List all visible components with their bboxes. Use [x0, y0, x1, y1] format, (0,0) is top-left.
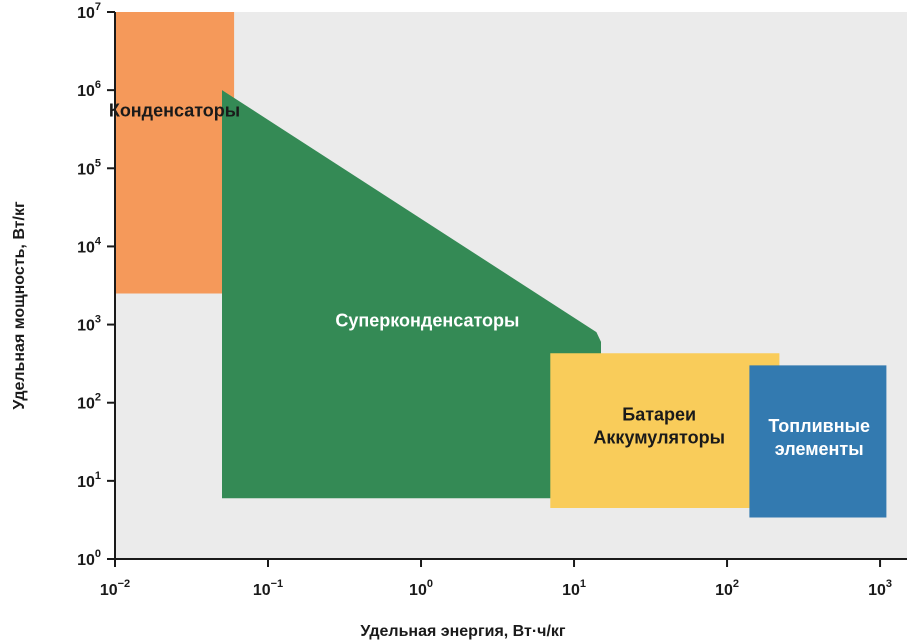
x-tick-label: 10−1: [253, 578, 283, 599]
x-tick-label: 101: [562, 578, 586, 599]
ticks-layer: 10−2 10−1 100 101 102 103 100 101 102 103 104 105 10…: [77, 1, 892, 599]
x-tick-label: 103: [868, 578, 892, 599]
region-supercapacitors: [222, 90, 601, 499]
y-tick-label: 100: [77, 548, 101, 569]
region-label-supercapacitors: Суперконденсаторы: [335, 311, 519, 331]
axes-layer: [114, 12, 907, 560]
y-tick-label: 105: [77, 157, 101, 178]
y-tick-label: 101: [77, 470, 101, 491]
region-labels-layer: Конденсаторы Суперконденсаторы Батареи Акку…: [109, 100, 870, 459]
region-label-batteries: Батареи: [622, 405, 696, 425]
region-batteries: [550, 353, 780, 508]
x-tick-label: 102: [715, 578, 739, 599]
region-fuel-cells: [749, 365, 887, 518]
y-tick-label: 104: [77, 235, 102, 256]
y-tick-label: 102: [77, 392, 101, 413]
y-tick-label: 106: [77, 79, 101, 100]
region-label-fuel-cells: элементы: [775, 439, 864, 459]
x-axis-title: Удельная энергия, Вт·ч/кг: [360, 623, 565, 640]
y-tick-label: 107: [77, 1, 101, 22]
region-label-capacitors: Конденсаторы: [109, 100, 240, 120]
y-tick-label: 103: [77, 314, 101, 335]
region-label-fuel-cells: Топливные: [768, 416, 870, 436]
y-axis-title: Удельная мощность, Вт/кг: [11, 201, 28, 410]
region-label-batteries: Аккумуляторы: [593, 428, 725, 448]
regions-layer: [115, 12, 887, 518]
region-capacitors: [115, 12, 235, 294]
x-tick-label: 100: [409, 578, 433, 599]
x-tick-label: 10−2: [100, 578, 130, 599]
